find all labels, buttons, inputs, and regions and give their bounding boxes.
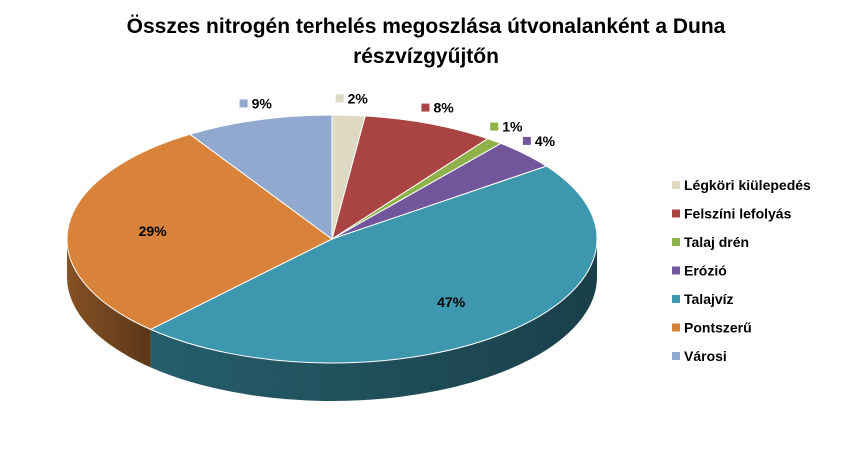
data-label-text-legkori-kiulepedes: 2%	[348, 90, 369, 106]
data-label-swatch-talaj-dren	[490, 122, 499, 131]
data-label-erozio: 4%	[522, 133, 556, 149]
data-label-swatch-legkori-kiulepedes	[335, 94, 344, 103]
legend-label-erozio: Erózió	[684, 263, 727, 279]
legend-swatch-legkori-kiulepedes	[672, 181, 680, 189]
legend-label-pontszeru: Pontszerű	[684, 320, 752, 336]
data-label-swatch-varosi	[239, 99, 248, 108]
data-label-legkori-kiulepedes: 2%	[335, 90, 369, 106]
legend-label-varosi: Városi	[684, 348, 727, 364]
data-label-swatch-felszini-lefolyas	[421, 103, 430, 112]
legend-item-pontszeru: Pontszerű	[672, 320, 752, 336]
data-label-text-pontszeru: 29%	[139, 223, 168, 239]
pie-labels: 2% 8% 1% 4% 47% 29% 9%	[139, 90, 556, 310]
legend-swatch-talaj-dren	[672, 238, 680, 246]
data-label-talaj-dren: 1%	[490, 119, 523, 135]
data-label-text-felszini-lefolyas: 8%	[433, 100, 454, 116]
legend-label-talajviz: Talajvíz	[684, 291, 734, 307]
pie-slice-talajviz	[149, 165, 598, 364]
data-label-pontszeru: 29%	[139, 223, 168, 239]
legend-label-felszini-lefolyas: Felszíni lefolyás	[684, 206, 792, 222]
legend-label-legkori-kiulepedes: Légköri kiülepedés	[684, 177, 811, 193]
pie-side-talajviz	[150, 239, 597, 401]
data-label-text-varosi: 9%	[252, 95, 273, 111]
legend-swatch-felszini-lefolyas	[672, 209, 680, 218]
data-label-felszini-lefolyas: 8%	[421, 100, 454, 116]
data-label-text-talajviz: 47%	[437, 294, 466, 310]
pie-side-pontszeru	[66, 239, 151, 368]
legend-item-felszini-lefolyas: Felszíni lefolyás	[672, 206, 792, 222]
legend-swatch-erozio	[672, 266, 680, 275]
chart-title-line-1: Összes nitrogén terhelés megoszlása útvo…	[127, 15, 726, 38]
pie-sides	[66, 239, 597, 401]
legend-item-legkori-kiulepedes: Légköri kiülepedés	[672, 177, 811, 193]
legend-item-erozio: Erózió	[672, 263, 727, 279]
legend-label-talaj-dren: Talaj drén	[684, 234, 749, 250]
data-label-text-talaj-dren: 1%	[502, 119, 523, 135]
legend-swatch-talajviz	[672, 295, 680, 303]
pie-slice-felszini-lefolyas	[331, 115, 489, 241]
legend: Légköri kiülepedés Felszíni lefolyás Talaj…	[672, 177, 811, 364]
legend-swatch-varosi	[672, 352, 680, 360]
data-label-varosi: 9%	[239, 95, 273, 111]
pie-slice-pontszeru	[66, 133, 333, 330]
legend-swatch-pontszeru	[672, 323, 680, 332]
pie-top	[66, 114, 598, 364]
legend-item-talaj-dren: Talaj drén	[672, 234, 749, 250]
legend-item-varosi: Városi	[672, 348, 727, 364]
data-label-text-erozio: 4%	[535, 133, 556, 149]
chart-title-line-2: részvízgyűjtőn	[353, 45, 499, 68]
pie-slice-varosi	[188, 114, 333, 240]
legend-item-talajviz: Talajvíz	[672, 291, 734, 307]
data-label-talajviz: 47%	[437, 294, 466, 310]
data-label-swatch-erozio	[522, 136, 531, 145]
